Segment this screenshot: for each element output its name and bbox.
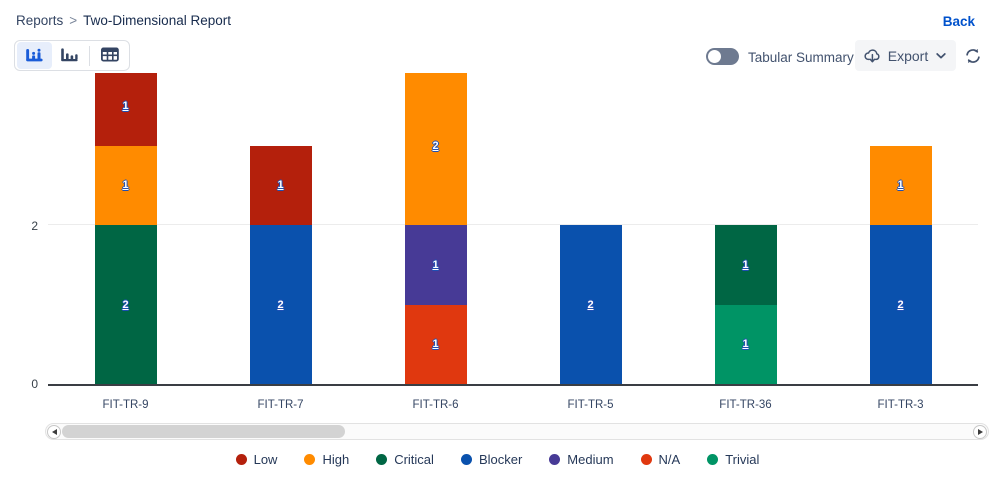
bar-segment-n-a[interactable]: 1 [404, 304, 467, 384]
legend-dot-high [304, 454, 316, 465]
legend-item-critical: Critical [376, 452, 434, 467]
legend-item-trivial: Trivial [707, 452, 759, 467]
bar-segment-high[interactable]: 1 [869, 145, 932, 225]
gridline-y2 [48, 224, 978, 225]
refresh-icon [964, 48, 984, 64]
toolbar-divider [89, 45, 90, 66]
scroll-left-icon [51, 428, 57, 435]
tabular-summary-toggle[interactable] [706, 48, 739, 65]
x-axis-label-fit-tr-6: FIT-TR-6 [412, 399, 459, 411]
legend-label-high: High [322, 452, 350, 467]
bar-segment-critical[interactable]: 2 [94, 225, 157, 384]
stacked-bar-chart-icon [25, 46, 45, 66]
x-axis-label-fit-tr-7: FIT-TR-7 [257, 399, 304, 411]
y-axis-tick-2: 2 [31, 219, 38, 233]
cloud-download-icon [864, 48, 881, 64]
legend-label-blocker: Blocker [478, 452, 523, 467]
segment-value-link[interactable]: 1 [432, 258, 439, 271]
bar-segment-medium[interactable]: 1 [404, 225, 467, 305]
back-link[interactable]: Back [942, 14, 975, 29]
legend-label-critical: Critical [394, 452, 434, 467]
segment-value-link[interactable]: 1 [277, 179, 284, 192]
bar-segment-trivial[interactable]: 1 [714, 304, 777, 384]
legend-item-high: High [304, 452, 349, 467]
bar-segment-low[interactable]: 1 [94, 73, 157, 146]
segment-value-link[interactable]: 1 [432, 338, 439, 351]
breadcrumb-separator: > [69, 13, 78, 28]
grouped-bar-chart-button[interactable] [52, 42, 87, 69]
segment-value-link[interactable]: 2 [587, 298, 594, 311]
legend-dot-n-a [640, 454, 652, 465]
export-button[interactable]: Export [855, 40, 956, 71]
bar-segment-blocker[interactable]: 2 [559, 225, 622, 384]
bar-segment-low[interactable]: 1 [249, 145, 312, 225]
segment-value-link[interactable]: 1 [897, 179, 904, 192]
segment-value-link[interactable]: 1 [122, 99, 129, 112]
segment-value-link[interactable]: 1 [122, 179, 129, 192]
legend-item-low: Low [235, 452, 278, 467]
y-axis-tick-0: 0 [31, 377, 38, 391]
table-grid-icon [100, 46, 120, 66]
segment-value-link[interactable]: 1 [742, 258, 749, 271]
segment-value-link[interactable]: 2 [277, 298, 284, 311]
x-axis-label-fit-tr-36: FIT-TR-36 [719, 399, 772, 411]
legend-dot-trivial [707, 454, 719, 465]
chart-legend: Low High Critical Blocker Medium N/A Trivial [0, 452, 995, 467]
legend-label-trivial: Trivial [725, 452, 760, 467]
tabular-summary-label: Tabular Summary [748, 50, 854, 65]
x-axis-label-fit-tr-9: FIT-TR-9 [102, 399, 149, 411]
bar-fit-tr-9: 2 1 1 [94, 73, 157, 384]
bar-fit-tr-6: 1 1 2 [404, 73, 467, 384]
segment-value-link[interactable]: 1 [742, 338, 749, 351]
bar-segment-blocker[interactable]: 2 [869, 225, 932, 384]
breadcrumb: Reports > Two-Dimensional Report [16, 13, 231, 28]
export-button-label: Export [887, 47, 929, 64]
x-axis-label-fit-tr-3: FIT-TR-3 [877, 399, 924, 411]
legend-dot-critical [376, 454, 388, 465]
stacked-bar-chart-button[interactable] [17, 42, 52, 69]
legend-dot-low [235, 454, 247, 465]
bar-fit-tr-5: 2 [559, 225, 622, 384]
scroll-left-button[interactable] [47, 424, 61, 439]
grouped-bar-chart-icon [60, 46, 80, 66]
legend-item-blocker: Blocker [460, 452, 523, 467]
table-view-button[interactable] [92, 42, 127, 69]
legend-label-n-a: N/A [658, 452, 681, 467]
bar-segment-high[interactable]: 1 [94, 145, 157, 225]
bar-segment-high[interactable]: 2 [404, 73, 467, 225]
bar-segment-blocker[interactable]: 2 [249, 225, 312, 384]
refresh-button[interactable] [964, 47, 984, 65]
segment-value-link[interactable]: 2 [122, 298, 129, 311]
chart-type-button-group [14, 40, 130, 71]
bar-segment-critical[interactable]: 1 [714, 225, 777, 305]
horizontal-scrollbar[interactable] [45, 423, 989, 440]
legend-dot-medium [549, 454, 561, 465]
chevron-down-icon [935, 52, 947, 60]
legend-label-medium: Medium [567, 452, 614, 467]
scroll-right-button[interactable] [973, 424, 987, 439]
segment-value-link[interactable]: 2 [432, 139, 439, 152]
scrollbar-thumb[interactable] [62, 425, 345, 438]
page-title: Two-Dimensional Report [83, 13, 231, 28]
breadcrumb-reports-link[interactable]: Reports [16, 13, 64, 28]
toggle-knob [708, 50, 721, 63]
legend-label-low: Low [253, 452, 278, 467]
legend-dot-blocker [460, 454, 472, 465]
scroll-right-icon [977, 428, 983, 435]
x-axis-label-fit-tr-5: FIT-TR-5 [567, 399, 614, 411]
legend-item-medium: Medium [549, 452, 614, 467]
legend-item-n-a: N/A [640, 452, 681, 467]
segment-value-link[interactable]: 2 [897, 298, 904, 311]
